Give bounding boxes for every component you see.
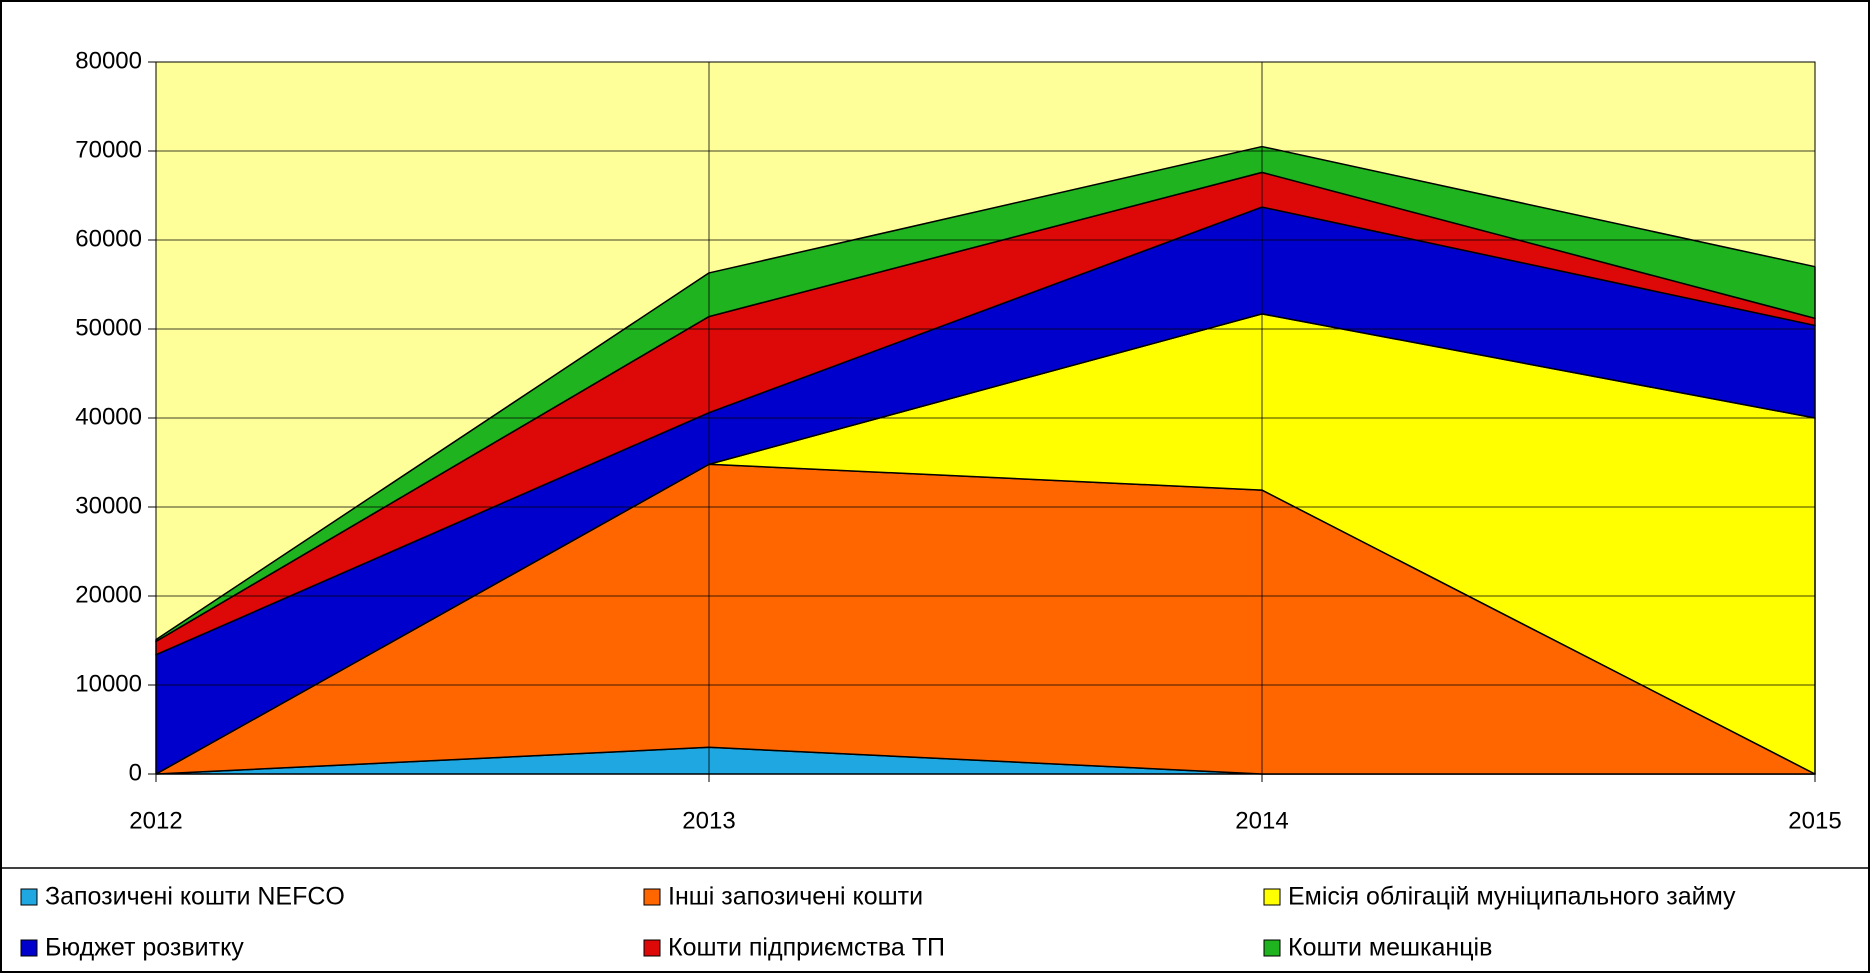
plot-border bbox=[155, 61, 1816, 775]
y-tick-label: 80000 bbox=[75, 47, 142, 74]
y-tick-label: 40000 bbox=[75, 403, 142, 430]
legend-swatch bbox=[1263, 888, 1281, 906]
x-tick-label: 2013 bbox=[682, 807, 735, 834]
y-tick-label: 10000 bbox=[75, 670, 142, 697]
y-tick-label: 30000 bbox=[75, 492, 142, 519]
x-tick-label: 2015 bbox=[1788, 807, 1841, 834]
x-tick-label: 2012 bbox=[129, 807, 182, 834]
legend-swatch bbox=[20, 888, 38, 906]
legend-label: Емісія облігацій муніципального займу bbox=[1288, 883, 1736, 911]
legend-label: Інші запозичені кошти bbox=[668, 883, 923, 911]
legend-swatch bbox=[20, 939, 38, 957]
y-tick-label: 20000 bbox=[75, 581, 142, 608]
legend-label: Кошти підприємства ТП bbox=[668, 934, 945, 962]
legend-swatch bbox=[643, 939, 661, 957]
y-tick-label: 50000 bbox=[75, 314, 142, 341]
legend-swatch bbox=[643, 888, 661, 906]
legend-label: Бюджет розвитку bbox=[45, 934, 244, 962]
y-tick-label: 70000 bbox=[75, 136, 142, 163]
y-tick-label: 0 bbox=[129, 759, 142, 786]
legend-label: Кошти мешканців bbox=[1288, 934, 1492, 962]
legend-label: Запозичені кошти NEFCO bbox=[45, 883, 345, 911]
y-tick-label: 60000 bbox=[75, 225, 142, 252]
x-tick-label: 2014 bbox=[1235, 807, 1288, 834]
legend-swatch bbox=[1263, 939, 1281, 957]
